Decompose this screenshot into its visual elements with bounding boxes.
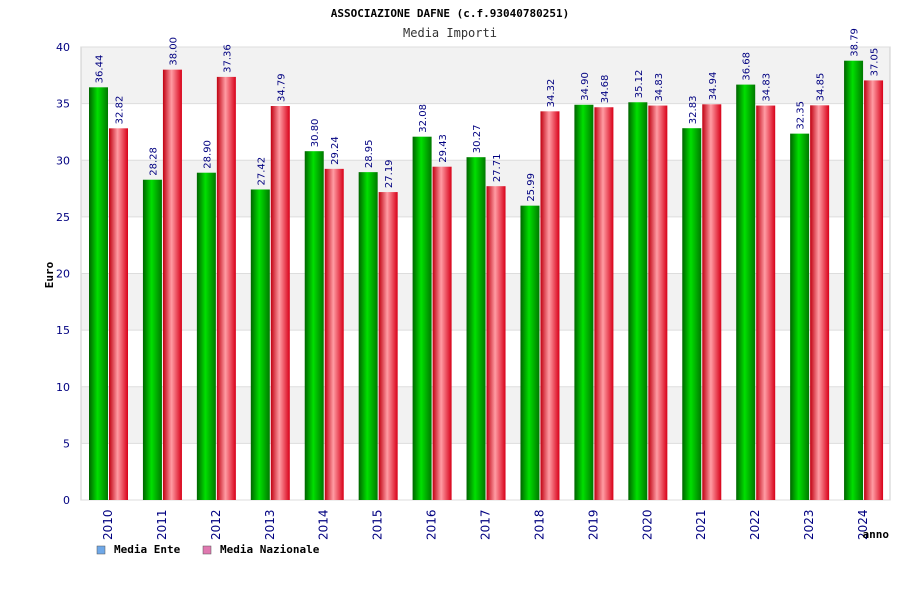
- bar-media-ente-2024: [844, 60, 864, 501]
- y-tick-label: 15: [56, 324, 70, 337]
- bar-media-nazionale-2014: [324, 168, 344, 500]
- x-tick-label: 2012: [209, 509, 223, 540]
- data-label: 32.82: [115, 96, 126, 125]
- bar-media-nazionale-2017: [486, 186, 506, 500]
- bar-media-nazionale-2023: [810, 105, 830, 500]
- bars: [89, 60, 884, 501]
- bar-media-ente-2012: [196, 172, 216, 500]
- bar-media-ente-2016: [412, 136, 432, 500]
- bar-media-nazionale-2024: [864, 80, 884, 500]
- x-tick-label: 2010: [101, 509, 115, 540]
- chart-subtitle: Media Importi: [403, 26, 497, 40]
- bar-media-ente-2011: [142, 179, 162, 500]
- x-tick-label: 2015: [371, 509, 385, 540]
- bar-media-nazionale-2021: [702, 104, 722, 500]
- bar-media-nazionale-2011: [162, 69, 182, 501]
- data-label: 28.90: [202, 140, 213, 169]
- x-tick-label: 2024: [856, 509, 870, 540]
- bar-media-ente-2014: [304, 151, 324, 500]
- data-label: 30.27: [472, 125, 483, 154]
- y-tick-label: 10: [56, 381, 70, 394]
- x-tick-label: 2023: [802, 509, 816, 540]
- x-tick-label: 2020: [640, 509, 654, 540]
- data-label: 27.19: [384, 159, 395, 188]
- legend: Media Ente Media Nazionale: [96, 543, 320, 556]
- y-tick-label: 30: [56, 154, 70, 167]
- data-label: 32.08: [418, 104, 429, 133]
- x-tick-label: 2022: [748, 509, 762, 540]
- data-label: 35.12: [634, 70, 645, 99]
- bar-media-ente-2018: [520, 205, 540, 500]
- bar-media-ente-2021: [682, 128, 702, 500]
- x-tick-label: 2021: [694, 509, 708, 540]
- bar-media-nazionale-2015: [378, 192, 398, 501]
- y-axis-label: Euro: [43, 261, 56, 288]
- legend-label-media-ente: Media Ente: [114, 543, 181, 556]
- data-label: 28.95: [364, 140, 375, 169]
- data-label: 38.79: [850, 28, 861, 57]
- bar-media-ente-2023: [790, 133, 810, 501]
- x-tick-label: 2018: [532, 509, 546, 540]
- y-tick-label: 20: [56, 268, 70, 281]
- bar-media-nazionale-2022: [756, 105, 776, 501]
- data-label: 34.83: [762, 73, 773, 102]
- y-tick-label: 0: [63, 494, 70, 507]
- x-tick-label: 2017: [479, 509, 493, 540]
- bar-media-ente-2020: [628, 102, 648, 501]
- bar-media-nazionale-2016: [432, 166, 452, 500]
- bar-media-ente-2010: [89, 87, 108, 500]
- bar-media-nazionale-2010: [109, 128, 128, 500]
- data-label: 37.36: [222, 44, 233, 73]
- x-tick-label: 2013: [263, 509, 277, 540]
- data-label: 34.94: [708, 72, 719, 101]
- x-axis-label: anno: [863, 528, 890, 541]
- data-label: 27.71: [492, 154, 503, 183]
- y-axis-ticks: 0 5 10 15 20 25 30 35 40: [56, 41, 70, 507]
- data-label: 32.35: [796, 101, 807, 130]
- data-label: 34.90: [580, 72, 591, 101]
- data-label: 25.99: [526, 173, 537, 202]
- bar-media-ente-2017: [466, 157, 486, 500]
- data-label: 34.85: [816, 73, 827, 102]
- data-label: 36.68: [742, 52, 753, 81]
- y-tick-label: 5: [63, 437, 70, 450]
- data-label: 34.68: [600, 75, 611, 104]
- data-labels: 36.44 32.82 28.28 38.00 28.90 37.36 27.42 34.79…: [95, 28, 881, 202]
- data-label: 37.05: [870, 48, 881, 77]
- bar-media-nazionale-2012: [216, 76, 236, 500]
- x-tick-label: 2014: [317, 509, 331, 540]
- data-label: 29.24: [330, 136, 341, 165]
- bar-media-ente-2022: [736, 84, 756, 500]
- x-tick-label: 2011: [155, 509, 169, 540]
- y-tick-label: 35: [56, 98, 70, 111]
- data-label: 38.00: [168, 37, 179, 66]
- data-label: 28.28: [148, 147, 159, 176]
- x-tick-label: 2016: [425, 509, 439, 540]
- bar-media-ente-2019: [574, 104, 594, 500]
- bar-media-ente-2013: [250, 189, 270, 500]
- x-axis-ticks: 2010 2011 2012 2013 2014 2015 2016 2017 2018 2019…: [101, 509, 870, 540]
- chart-title: ASSOCIAZIONE DAFNE (c.f.93040780251): [331, 7, 569, 20]
- data-label: 29.43: [438, 134, 449, 163]
- bar-media-ente-2015: [358, 172, 378, 501]
- y-tick-label: 40: [56, 41, 70, 54]
- data-label: 30.80: [310, 119, 321, 148]
- y-tick-label: 25: [56, 211, 70, 224]
- data-label: 34.32: [546, 79, 557, 108]
- bar-media-nazionale-2018: [540, 111, 560, 501]
- bar-media-nazionale-2019: [594, 107, 614, 501]
- data-label: 34.83: [654, 73, 665, 102]
- data-label: 27.42: [256, 157, 267, 186]
- bar-media-nazionale-2020: [648, 105, 668, 501]
- data-label: 34.79: [276, 73, 287, 102]
- legend-label-media-nazionale: Media Nazionale: [220, 543, 320, 556]
- bar-media-nazionale-2013: [270, 106, 290, 501]
- x-tick-label: 2019: [586, 509, 600, 540]
- legend-swatch-media-nazionale: [202, 545, 212, 555]
- data-label: 32.83: [688, 96, 699, 125]
- legend-swatch-media-ente: [96, 545, 106, 555]
- data-label: 36.44: [95, 55, 106, 84]
